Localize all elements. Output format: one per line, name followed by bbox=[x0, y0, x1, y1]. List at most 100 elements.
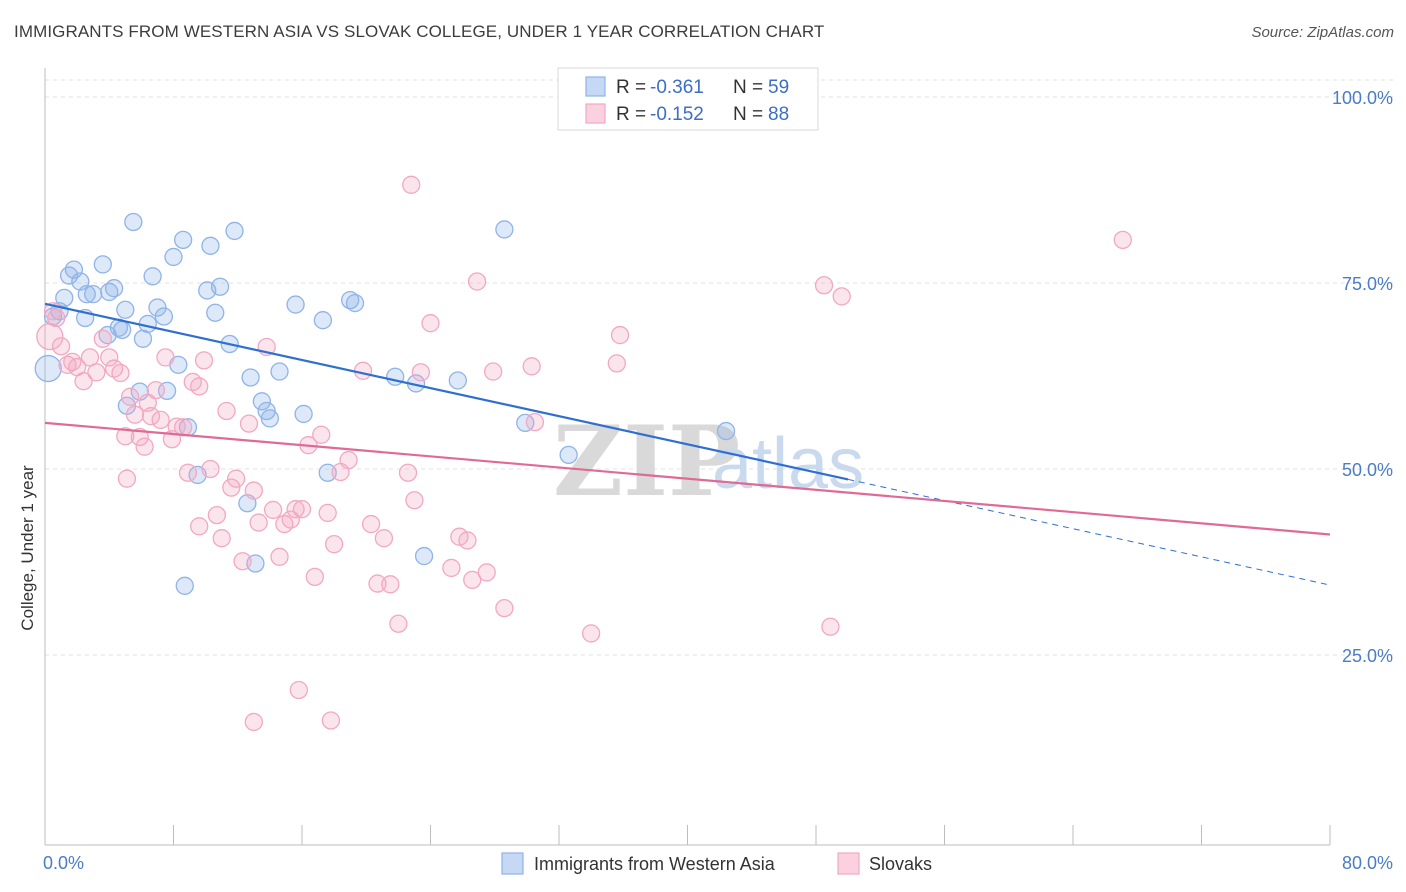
point-slovaks bbox=[381, 575, 400, 594]
point-slovaks bbox=[477, 563, 496, 582]
point-slovaks bbox=[821, 617, 840, 636]
point-slovaks bbox=[463, 570, 482, 590]
legend-swatch-slovaks bbox=[585, 103, 606, 124]
bottom-legend-label-slovaks: Slovaks bbox=[869, 854, 932, 874]
point-western-asia bbox=[241, 368, 260, 387]
point-western-asia bbox=[448, 371, 467, 390]
point-slovaks bbox=[411, 363, 431, 382]
svg-text:R =: R = bbox=[616, 77, 646, 98]
point-western-asia bbox=[345, 293, 365, 313]
point-western-asia bbox=[252, 392, 271, 411]
point-western-asia bbox=[206, 303, 225, 322]
point-slovaks bbox=[120, 387, 140, 406]
point-slovaks bbox=[117, 469, 137, 488]
point-western-asia bbox=[270, 362, 289, 381]
point-slovaks bbox=[421, 314, 440, 333]
point-western-asia bbox=[313, 311, 333, 330]
point-western-asia bbox=[318, 463, 337, 482]
chart-title: IMMIGRANTS FROM WESTERN ASIA VS SLOVAK C… bbox=[14, 22, 825, 41]
point-slovaks bbox=[47, 308, 66, 328]
ticks-layer: 25.0% 50.0% 75.0% 100.0% 0.0% 80.0% bbox=[43, 88, 1393, 873]
point-western-asia bbox=[716, 421, 736, 441]
point-slovaks bbox=[226, 469, 246, 488]
axes-layer bbox=[44, 68, 1331, 846]
point-western-asia bbox=[260, 409, 280, 428]
point-slovaks bbox=[125, 405, 145, 424]
point-slovaks bbox=[51, 337, 71, 356]
point-western-asia bbox=[116, 300, 135, 319]
point-slovaks bbox=[263, 500, 283, 520]
legend-n-slovaks: 88 bbox=[768, 104, 789, 125]
watermark: ZIP atlas bbox=[553, 405, 864, 518]
point-slovaks bbox=[74, 372, 93, 391]
point-western-asia bbox=[225, 221, 244, 241]
point-slovaks bbox=[495, 598, 514, 618]
point-slovaks bbox=[324, 534, 344, 554]
svg-text:N =: N = bbox=[733, 77, 763, 98]
point-slovaks bbox=[405, 491, 424, 510]
point-western-asia bbox=[201, 236, 220, 255]
point-slovaks bbox=[522, 357, 541, 376]
y-tick-label: 100.0% bbox=[1332, 88, 1393, 108]
point-slovaks bbox=[467, 272, 487, 291]
point-slovaks bbox=[1113, 230, 1132, 249]
point-western-asia bbox=[154, 307, 174, 326]
point-western-asia bbox=[148, 298, 167, 317]
point-slovaks bbox=[233, 552, 252, 571]
svg-text:N =: N = bbox=[733, 104, 763, 125]
point-slovaks bbox=[607, 354, 626, 373]
point-western-asia bbox=[104, 279, 124, 298]
legend-r-western-asia: -0.361 bbox=[650, 77, 704, 98]
point-western-asia bbox=[414, 546, 434, 566]
point-western-asia bbox=[143, 267, 162, 286]
legend-n-western-asia: 59 bbox=[768, 77, 789, 98]
point-slovaks bbox=[305, 567, 325, 587]
point-slovaks bbox=[212, 529, 231, 548]
bottom-legend-label-western-asia: Immigrants from Western Asia bbox=[534, 854, 776, 874]
trend-line-western-asia bbox=[44, 302, 849, 481]
point-western-asia bbox=[210, 277, 230, 296]
point-slovaks bbox=[135, 437, 154, 456]
point-slovaks bbox=[398, 463, 418, 482]
y-tick-label: 75.0% bbox=[1342, 274, 1393, 294]
point-slovaks bbox=[286, 500, 305, 519]
point-slovaks bbox=[217, 401, 236, 421]
y-axis-label: College, Under 1 year bbox=[18, 465, 37, 631]
point-slovaks bbox=[581, 624, 601, 643]
point-western-asia bbox=[77, 285, 96, 304]
point-slovaks bbox=[458, 531, 477, 550]
point-slovaks bbox=[194, 351, 214, 370]
point-slovaks bbox=[361, 514, 381, 534]
x-tick-label: 0.0% bbox=[43, 853, 84, 873]
point-slovaks bbox=[339, 450, 358, 470]
legend-bottom: Immigrants from Western Asia Slovaks bbox=[501, 852, 932, 875]
points-layer bbox=[34, 175, 1132, 732]
point-slovaks bbox=[249, 513, 268, 532]
point-slovaks bbox=[312, 425, 331, 444]
point-western-asia bbox=[84, 285, 103, 304]
point-western-asia bbox=[495, 220, 514, 239]
point-western-asia bbox=[164, 247, 183, 267]
point-slovaks bbox=[483, 362, 503, 381]
trend-layer bbox=[44, 302, 1331, 586]
source-label: Source: ZipAtlas.com bbox=[1251, 24, 1394, 41]
svg-text:R =: R = bbox=[616, 104, 646, 125]
legend-top: R = -0.361 N = 59 R = -0.152 N = 88 bbox=[557, 67, 819, 131]
point-slovaks bbox=[289, 680, 308, 700]
point-slovaks bbox=[239, 414, 259, 433]
point-slovaks bbox=[138, 393, 157, 412]
point-slovaks bbox=[374, 529, 394, 548]
point-western-asia bbox=[294, 404, 313, 424]
point-slovaks bbox=[292, 500, 312, 519]
point-slovaks bbox=[610, 325, 630, 345]
point-western-asia bbox=[559, 445, 578, 465]
point-slovaks bbox=[814, 276, 834, 295]
point-western-asia bbox=[124, 212, 143, 232]
point-western-asia bbox=[286, 295, 305, 314]
point-slovaks bbox=[141, 407, 161, 426]
point-slovaks bbox=[93, 329, 112, 348]
point-western-asia bbox=[93, 255, 112, 274]
point-western-asia bbox=[341, 290, 360, 310]
point-slovaks bbox=[201, 459, 220, 479]
